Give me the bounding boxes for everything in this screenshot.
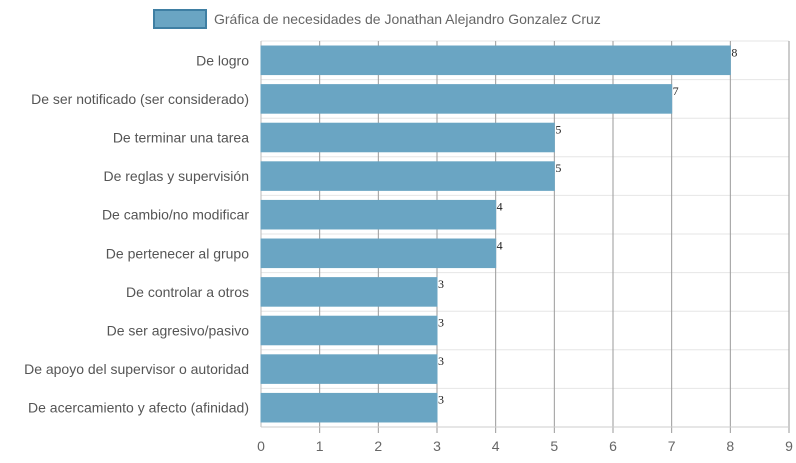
category-label: De acercamiento y afecto (afinidad) — [28, 400, 249, 416]
bar[interactable] — [260, 84, 673, 114]
category-label: De terminar una tarea — [113, 130, 249, 146]
category-label: De pertenecer al grupo — [106, 245, 249, 261]
data-label: 7 — [673, 84, 679, 98]
legend-swatch — [153, 9, 207, 29]
data-label: 3 — [438, 316, 444, 330]
data-label: 5 — [555, 161, 561, 175]
bars — [260, 45, 731, 423]
category-label: De reglas y supervisión — [103, 168, 249, 184]
x-tick-label: 5 — [550, 438, 558, 454]
x-tick-label: 3 — [433, 438, 441, 454]
x-tick-label: 6 — [609, 438, 617, 454]
bar[interactable] — [260, 277, 438, 307]
bar[interactable] — [260, 392, 438, 423]
x-tick-label: 2 — [374, 438, 382, 454]
bar[interactable] — [260, 315, 438, 346]
x-tick-label: 1 — [316, 438, 324, 454]
category-label: De controlar a otros — [126, 284, 249, 300]
x-tick-label: 7 — [668, 438, 676, 454]
data-label: 3 — [438, 277, 444, 291]
data-label: 3 — [438, 354, 444, 368]
data-label: 4 — [497, 200, 503, 214]
category-label: De logro — [196, 52, 249, 68]
legend[interactable]: Gráfica de necesidades de Jonathan Aleja… — [153, 9, 601, 29]
category-label: De ser agresivo/pasivo — [107, 323, 250, 339]
x-tick-label: 0 — [257, 438, 265, 454]
category-labels: De logro De ser notificado (ser considera… — [24, 52, 249, 415]
bar[interactable] — [260, 199, 497, 230]
legend-label: Gráfica de necesidades de Jonathan Aleja… — [214, 11, 601, 27]
category-label: De cambio/no modificar — [102, 207, 249, 223]
bar[interactable] — [260, 354, 438, 384]
data-label: 3 — [438, 393, 444, 407]
x-axis-tick-labels: 0 1 2 3 4 5 6 7 8 9 — [257, 438, 793, 454]
x-tick-label: 9 — [785, 438, 793, 454]
data-label: 8 — [731, 45, 737, 59]
data-labels: 8 7 5 5 4 4 3 3 3 3 — [438, 45, 737, 406]
bar[interactable] — [260, 161, 555, 191]
x-tick-label: 4 — [492, 438, 500, 454]
bar[interactable] — [260, 122, 555, 153]
category-label: De ser notificado (ser considerado) — [31, 91, 249, 107]
data-label: 4 — [497, 238, 503, 252]
bar[interactable] — [260, 238, 497, 269]
data-label: 5 — [555, 123, 561, 137]
x-tick-label: 8 — [726, 438, 734, 454]
bar[interactable] — [260, 45, 731, 76]
category-label: De apoyo del supervisor o autoridad — [24, 361, 249, 377]
